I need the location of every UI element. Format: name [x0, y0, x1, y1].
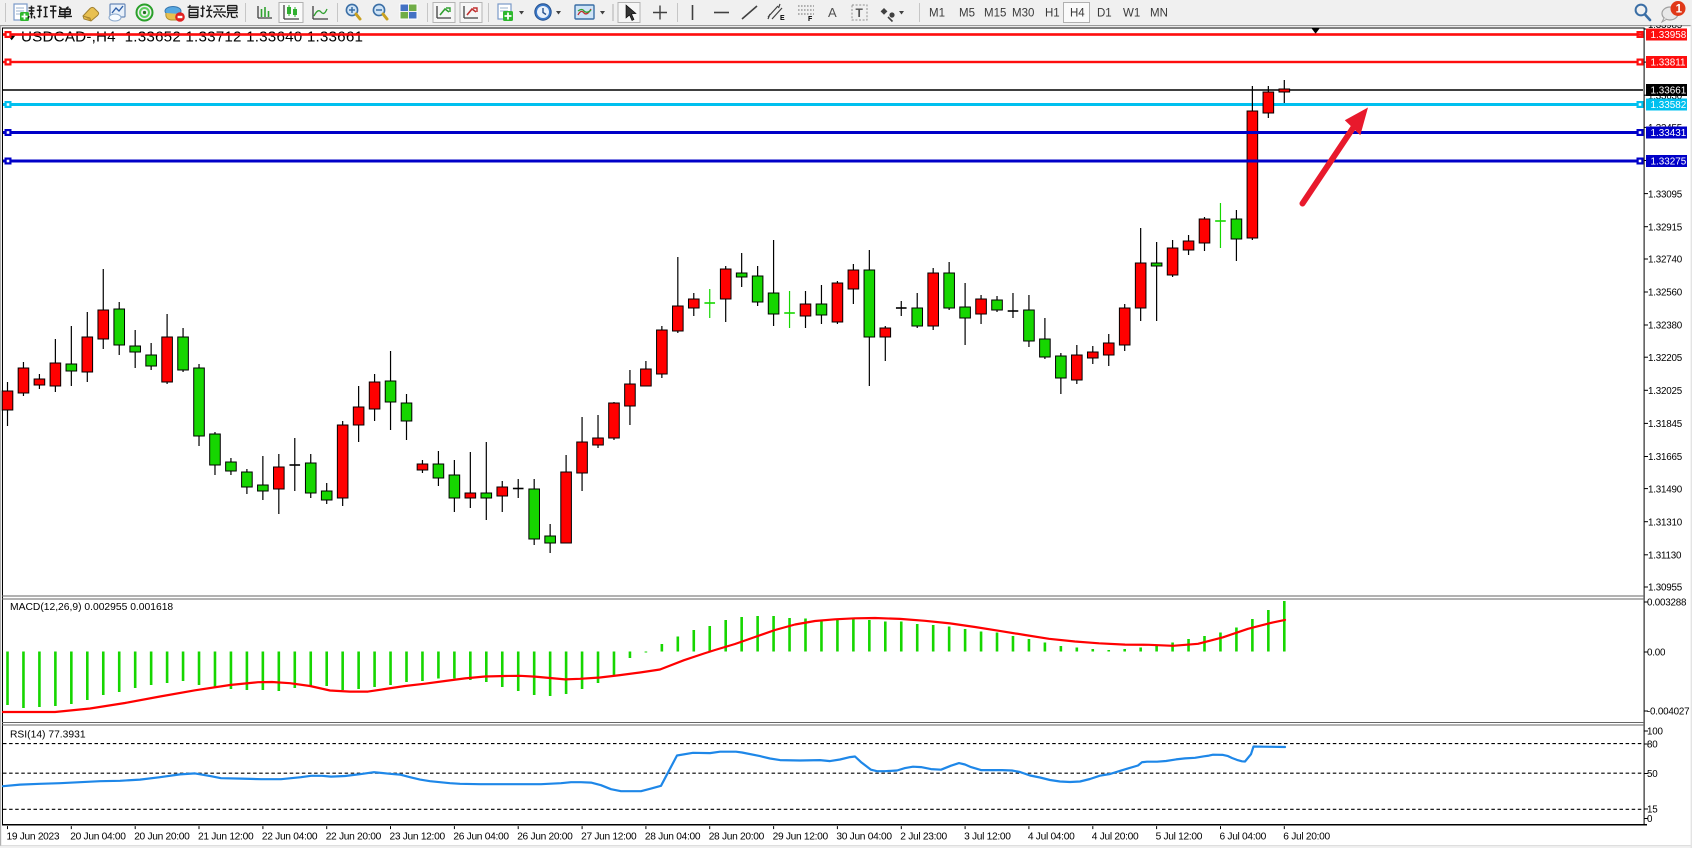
svg-text:1.32205: 1.32205	[1648, 353, 1683, 364]
svg-text:6 Jul 20:00: 6 Jul 20:00	[1283, 832, 1330, 843]
svg-text:1.33582: 1.33582	[1651, 100, 1687, 111]
svg-text:M15: M15	[984, 8, 1006, 20]
svg-text:4 Jul 20:00: 4 Jul 20:00	[1092, 832, 1139, 843]
svg-text:20 Jun 04:00: 20 Jun 04:00	[70, 832, 126, 843]
svg-text:0: 0	[1647, 814, 1653, 825]
svg-text:2 Jul 23:00: 2 Jul 23:00	[900, 832, 947, 843]
svg-text:M1: M1	[929, 8, 945, 20]
svg-text:H4: H4	[1070, 8, 1085, 20]
svg-text:19 Jun 2023: 19 Jun 2023	[7, 832, 60, 843]
svg-text:28 Jun 20:00: 28 Jun 20:00	[709, 832, 765, 843]
svg-text:USDCAD-,H4 1.33652 1.33712 1.: USDCAD-,H4 1.33652 1.33712 1.33640 1.336…	[21, 29, 363, 46]
svg-text:5 Jul 12:00: 5 Jul 12:00	[1156, 832, 1203, 843]
svg-text:1.33431: 1.33431	[1651, 128, 1687, 139]
svg-text:21 Jun 12:00: 21 Jun 12:00	[198, 832, 254, 843]
svg-text:MN: MN	[1150, 8, 1168, 20]
svg-text:100: 100	[1647, 727, 1663, 738]
svg-text:1.33661: 1.33661	[1651, 86, 1687, 97]
svg-text:1.32560: 1.32560	[1648, 288, 1683, 299]
svg-text:26 Jun 20:00: 26 Jun 20:00	[517, 832, 573, 843]
svg-text:4 Jul 04:00: 4 Jul 04:00	[1028, 832, 1075, 843]
svg-text:1.31490: 1.31490	[1648, 484, 1683, 495]
svg-text:0.00: 0.00	[1647, 648, 1666, 659]
svg-text:26 Jun 04:00: 26 Jun 04:00	[453, 832, 509, 843]
svg-text:-0.004027: -0.004027	[1647, 707, 1689, 718]
svg-text:1.33985: 1.33985	[1648, 20, 1683, 31]
svg-text:1.30955: 1.30955	[1648, 583, 1683, 594]
svg-text:23 Jun 12:00: 23 Jun 12:00	[390, 832, 446, 843]
svg-text:29 Jun 12:00: 29 Jun 12:00	[773, 832, 829, 843]
svg-text:1.31845: 1.31845	[1648, 419, 1683, 430]
svg-text:0.003288: 0.003288	[1647, 598, 1687, 609]
svg-text:1.31130: 1.31130	[1648, 551, 1682, 562]
svg-text:30 Jun 04:00: 30 Jun 04:00	[836, 832, 892, 843]
svg-text:1.32380: 1.32380	[1648, 321, 1683, 332]
svg-text:1.33630: 1.33630	[1648, 91, 1683, 102]
svg-text:D1: D1	[1097, 8, 1112, 20]
svg-text:A: A	[828, 5, 837, 20]
svg-text:1.31310: 1.31310	[1648, 517, 1683, 528]
svg-text:E: E	[780, 15, 785, 22]
svg-text:50: 50	[1647, 769, 1658, 780]
svg-text:3 Jul 12:00: 3 Jul 12:00	[964, 832, 1011, 843]
svg-text:M5: M5	[959, 8, 975, 20]
svg-text:27 Jun 12:00: 27 Jun 12:00	[581, 832, 637, 843]
svg-text:80: 80	[1647, 740, 1658, 751]
svg-text:22 Jun 04:00: 22 Jun 04:00	[262, 832, 318, 843]
svg-text:15: 15	[1647, 805, 1658, 816]
svg-text:1.32915: 1.32915	[1648, 222, 1683, 233]
svg-text:1.33275: 1.33275	[1651, 157, 1687, 168]
svg-text:1.32740: 1.32740	[1648, 255, 1683, 266]
svg-text:1.33095: 1.33095	[1648, 189, 1683, 200]
svg-text:1.32025: 1.32025	[1648, 386, 1683, 397]
svg-text:1.31665: 1.31665	[1648, 452, 1683, 463]
svg-text:1.33958: 1.33958	[1651, 30, 1687, 41]
svg-text:W1: W1	[1123, 8, 1140, 20]
svg-text:MACD(12,26,9) 0.002955 0.00161: MACD(12,26,9) 0.002955 0.001618	[10, 602, 173, 613]
svg-text:1.33811: 1.33811	[1651, 58, 1686, 69]
svg-text:20 Jun 20:00: 20 Jun 20:00	[134, 832, 190, 843]
svg-text:6 Jul 04:00: 6 Jul 04:00	[1220, 832, 1267, 843]
svg-text:1: 1	[1676, 4, 1683, 16]
svg-text:T: T	[856, 6, 864, 20]
svg-text:28 Jun 04:00: 28 Jun 04:00	[645, 832, 701, 843]
svg-text:H1: H1	[1045, 8, 1060, 20]
svg-text:M30: M30	[1012, 8, 1034, 20]
svg-text:22 Jun 20:00: 22 Jun 20:00	[326, 832, 382, 843]
svg-text:F: F	[808, 16, 813, 23]
svg-text:RSI(14) 77.3931: RSI(14) 77.3931	[10, 730, 86, 741]
